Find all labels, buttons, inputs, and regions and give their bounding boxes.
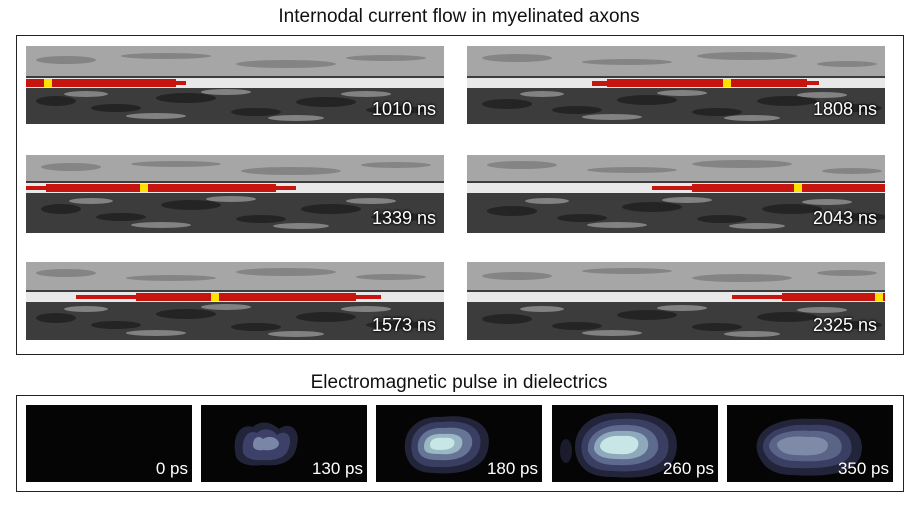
axon-panel: 1010 ns [26, 46, 444, 124]
axon-panel: 1339 ns [26, 155, 444, 233]
pulse-image [376, 405, 542, 482]
pulse-image [201, 405, 367, 482]
time-label: 2043 ns [812, 208, 877, 228]
current-band [46, 184, 276, 192]
current-band [782, 293, 885, 301]
current-band [26, 79, 176, 87]
pulse-image [26, 405, 192, 482]
current-band [607, 79, 807, 87]
current-band [692, 184, 885, 192]
pulse-figure-frame [16, 395, 904, 492]
axon-panel: 1808 ns [467, 46, 885, 124]
pulse-panel: 350 ps [727, 405, 893, 482]
axon-figure-frame [16, 35, 904, 355]
axon-image [467, 155, 885, 233]
axon-image [467, 262, 885, 340]
time-label: 1573 ns [371, 315, 436, 335]
time-label: 260 ps [662, 459, 714, 478]
axon-image [26, 262, 444, 340]
current-band [136, 293, 356, 301]
node-marker [44, 79, 52, 87]
node-marker [794, 184, 802, 192]
axon-image [467, 46, 885, 124]
node-marker [140, 184, 148, 192]
pulse-panel: 130 ps [201, 405, 367, 482]
time-label: 2325 ns [812, 315, 877, 335]
axon-panel: 2043 ns [467, 155, 885, 233]
axon-image [26, 46, 444, 124]
node-marker [211, 293, 219, 301]
time-label: 0 ps [155, 459, 188, 478]
time-label: 1010 ns [371, 99, 436, 119]
axon-image [26, 155, 444, 233]
pulse-panel: 180 ps [376, 405, 542, 482]
pulse-image [552, 405, 718, 482]
time-label: 1339 ns [371, 208, 436, 228]
time-label: 130 ps [311, 459, 363, 478]
time-label: 180 ps [486, 459, 538, 478]
node-marker [875, 293, 883, 301]
axon-section-title: Internodal current flow in myelinated ax… [278, 6, 640, 27]
time-label: 1808 ns [812, 99, 877, 119]
time-label: 350 ps [837, 459, 889, 478]
pulse-panel: 260 ps [552, 405, 718, 482]
axon-panel: 2325 ns [467, 262, 885, 340]
pulse-image [727, 405, 893, 482]
pulse-section-title: Electromagnetic pulse in dielectrics [310, 372, 608, 393]
axon-panel: 1573 ns [26, 262, 444, 340]
node-marker [723, 79, 731, 87]
pulse-panel: 0 ps [26, 405, 192, 482]
